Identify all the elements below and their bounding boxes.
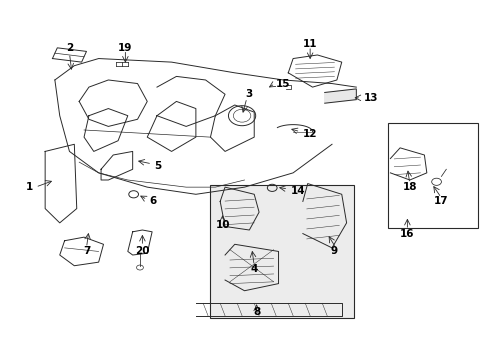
Text: 13: 13 xyxy=(363,93,377,103)
Text: 20: 20 xyxy=(135,247,149,256)
Text: 6: 6 xyxy=(149,197,157,206)
Text: 19: 19 xyxy=(118,43,132,53)
Bar xyxy=(210,185,353,318)
Text: 16: 16 xyxy=(399,229,414,239)
Text: 17: 17 xyxy=(433,197,448,206)
Text: 5: 5 xyxy=(154,161,162,171)
Text: 12: 12 xyxy=(302,129,317,139)
Text: 9: 9 xyxy=(330,247,337,256)
Text: 18: 18 xyxy=(402,182,416,192)
Text: 15: 15 xyxy=(276,78,290,89)
Text: 3: 3 xyxy=(245,89,252,99)
Text: 10: 10 xyxy=(215,220,229,230)
Text: 1: 1 xyxy=(26,182,33,192)
Text: 11: 11 xyxy=(302,39,317,49)
Text: 7: 7 xyxy=(82,247,90,256)
Text: 14: 14 xyxy=(290,186,305,196)
Text: 2: 2 xyxy=(66,43,73,53)
Bar xyxy=(387,123,477,228)
Text: 4: 4 xyxy=(250,264,257,274)
Text: 8: 8 xyxy=(252,307,260,317)
Polygon shape xyxy=(324,89,356,103)
